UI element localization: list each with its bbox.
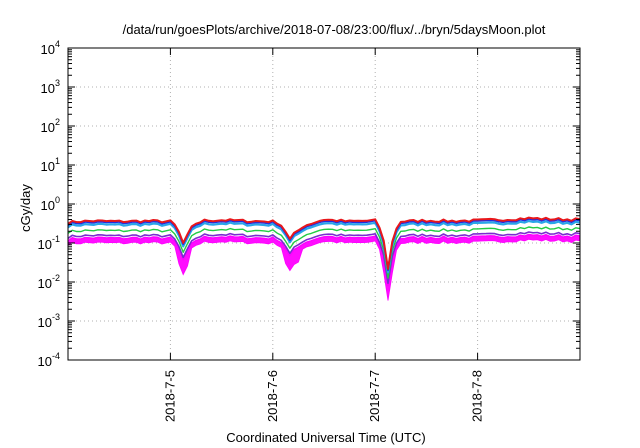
chart-title: /data/run/goesPlots/archive/2018-07-08/2…	[123, 22, 546, 37]
y-tick-label: 104	[41, 39, 60, 57]
series-line	[67, 226, 581, 279]
y-tick-label: 10-4	[38, 351, 60, 369]
grid	[68, 48, 580, 360]
y-tick-labels: 10-4 10-3 10-2 10-1 100 101 102 103 104	[38, 39, 60, 369]
series-line	[67, 233, 581, 287]
x-axis-label: Coordinated Universal Time (UTC)	[226, 430, 425, 445]
series-band	[67, 233, 581, 301]
x-tick-label: 2018-7-8	[470, 370, 485, 422]
series-line	[67, 218, 581, 271]
x-tick-labels: 2018-7-5 2018-7-6 2018-7-7 2018-7-8	[162, 370, 484, 422]
y-tick-label: 103	[41, 78, 60, 96]
y-tick-label: 10-3	[38, 312, 60, 330]
y-tick-label: 101	[41, 156, 60, 174]
y-tick-label: 10-2	[38, 273, 60, 291]
y-tick-label: 10-1	[38, 234, 60, 252]
y-tick-label: 100	[41, 195, 60, 213]
series-line	[67, 219, 581, 274]
ticks	[68, 47, 580, 361]
y-tick-label: 102	[41, 117, 60, 135]
x-tick-label: 2018-7-6	[265, 370, 280, 422]
x-tick-label: 2018-7-7	[367, 370, 382, 422]
y-axis-label: cGy/day	[18, 184, 33, 232]
series-line	[67, 216, 581, 270]
x-tick-label: 2018-7-5	[162, 370, 177, 422]
series-layer	[67, 216, 581, 301]
series-line	[67, 231, 581, 285]
